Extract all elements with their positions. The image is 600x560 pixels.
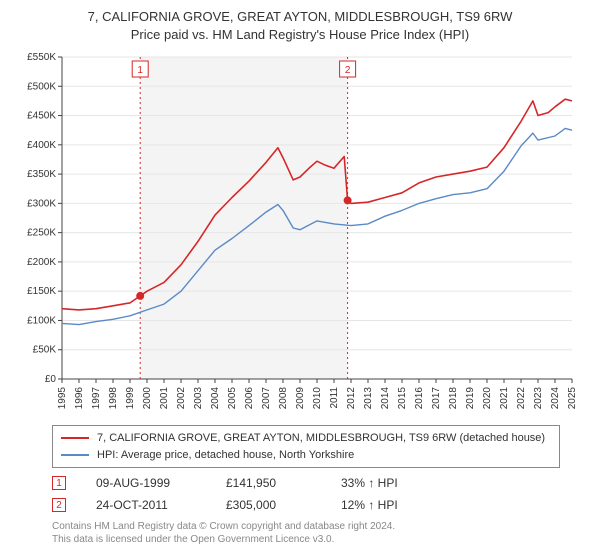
- svg-text:1997: 1997: [91, 387, 102, 410]
- svg-text:2008: 2008: [278, 387, 289, 410]
- svg-text:2011: 2011: [329, 387, 340, 409]
- svg-text:1996: 1996: [74, 387, 85, 410]
- svg-text:2002: 2002: [176, 387, 187, 410]
- svg-text:2016: 2016: [414, 387, 425, 410]
- svg-text:2004: 2004: [210, 387, 221, 410]
- svg-text:2005: 2005: [227, 387, 238, 410]
- svg-text:2009: 2009: [295, 387, 306, 410]
- sale-vs-hpi: 33% ↑ HPI: [341, 476, 398, 490]
- svg-text:£500K: £500K: [27, 81, 56, 92]
- svg-text:2020: 2020: [482, 387, 493, 410]
- svg-text:2015: 2015: [397, 387, 408, 410]
- legend: 7, CALIFORNIA GROVE, GREAT AYTON, MIDDLE…: [52, 425, 560, 468]
- svg-text:1995: 1995: [57, 387, 68, 410]
- svg-text:2017: 2017: [431, 387, 442, 410]
- svg-text:£250K: £250K: [27, 228, 56, 239]
- svg-text:2007: 2007: [261, 387, 272, 410]
- svg-text:£200K: £200K: [27, 257, 56, 268]
- svg-text:2025: 2025: [567, 387, 578, 410]
- chart-title: 7, CALIFORNIA GROVE, GREAT AYTON, MIDDLE…: [10, 8, 590, 43]
- svg-text:2010: 2010: [312, 387, 323, 410]
- svg-text:2000: 2000: [142, 387, 153, 410]
- title-line1: 7, CALIFORNIA GROVE, GREAT AYTON, MIDDLE…: [10, 8, 590, 26]
- svg-text:£350K: £350K: [27, 169, 56, 180]
- transactions-table: 1 09-AUG-1999 £141,950 33% ↑ HPI 2 24-OC…: [52, 472, 584, 516]
- svg-text:2019: 2019: [465, 387, 476, 410]
- legend-item: 7, CALIFORNIA GROVE, GREAT AYTON, MIDDLE…: [61, 430, 551, 447]
- svg-text:2001: 2001: [159, 387, 170, 410]
- svg-text:2: 2: [345, 65, 351, 76]
- svg-text:£150K: £150K: [27, 286, 56, 297]
- table-row: 2 24-OCT-2011 £305,000 12% ↑ HPI: [52, 494, 584, 516]
- sale-price: £305,000: [226, 498, 311, 512]
- legend-swatch: [61, 454, 89, 456]
- svg-text:2022: 2022: [516, 387, 527, 410]
- svg-text:2023: 2023: [533, 387, 544, 410]
- chart-area: £0 £50K £100K £150K £200K £250K £300K £350K £400…: [12, 49, 582, 419]
- svg-text:1: 1: [137, 65, 143, 76]
- sale-date: 24-OCT-2011: [96, 498, 196, 512]
- footer-attribution: Contains HM Land Registry data © Crown c…: [52, 520, 584, 546]
- svg-text:£0: £0: [45, 374, 57, 385]
- svg-text:£550K: £550K: [27, 52, 56, 63]
- sale-marker-icon: 1: [52, 476, 66, 490]
- svg-text:2003: 2003: [193, 387, 204, 410]
- legend-item: HPI: Average price, detached house, Nort…: [61, 447, 551, 464]
- svg-text:£400K: £400K: [27, 140, 56, 151]
- svg-text:£100K: £100K: [27, 316, 56, 327]
- svg-text:2006: 2006: [244, 387, 255, 410]
- table-row: 1 09-AUG-1999 £141,950 33% ↑ HPI: [52, 472, 584, 494]
- legend-label: 7, CALIFORNIA GROVE, GREAT AYTON, MIDDLE…: [97, 430, 545, 447]
- sale-date: 09-AUG-1999: [96, 476, 196, 490]
- svg-text:2018: 2018: [448, 387, 459, 410]
- legend-swatch: [61, 437, 89, 439]
- legend-label: HPI: Average price, detached house, Nort…: [97, 447, 354, 464]
- svg-text:£50K: £50K: [33, 345, 57, 356]
- sale-marker-icon: 2: [52, 498, 66, 512]
- footer-line: Contains HM Land Registry data © Crown c…: [52, 520, 584, 533]
- svg-text:1998: 1998: [108, 387, 119, 410]
- svg-text:2012: 2012: [346, 387, 357, 410]
- svg-text:2024: 2024: [550, 387, 561, 410]
- svg-text:1999: 1999: [125, 387, 136, 410]
- sale-price: £141,950: [226, 476, 311, 490]
- footer-line: This data is licensed under the Open Gov…: [52, 533, 584, 546]
- svg-text:2021: 2021: [499, 387, 510, 410]
- line-chart: £0 £50K £100K £150K £200K £250K £300K £350K £400…: [12, 49, 582, 419]
- svg-text:£300K: £300K: [27, 198, 56, 209]
- title-line2: Price paid vs. HM Land Registry's House …: [10, 26, 590, 44]
- svg-text:£450K: £450K: [27, 111, 56, 122]
- sale-vs-hpi: 12% ↑ HPI: [341, 498, 398, 512]
- svg-text:2013: 2013: [363, 387, 374, 410]
- svg-text:2014: 2014: [380, 387, 391, 410]
